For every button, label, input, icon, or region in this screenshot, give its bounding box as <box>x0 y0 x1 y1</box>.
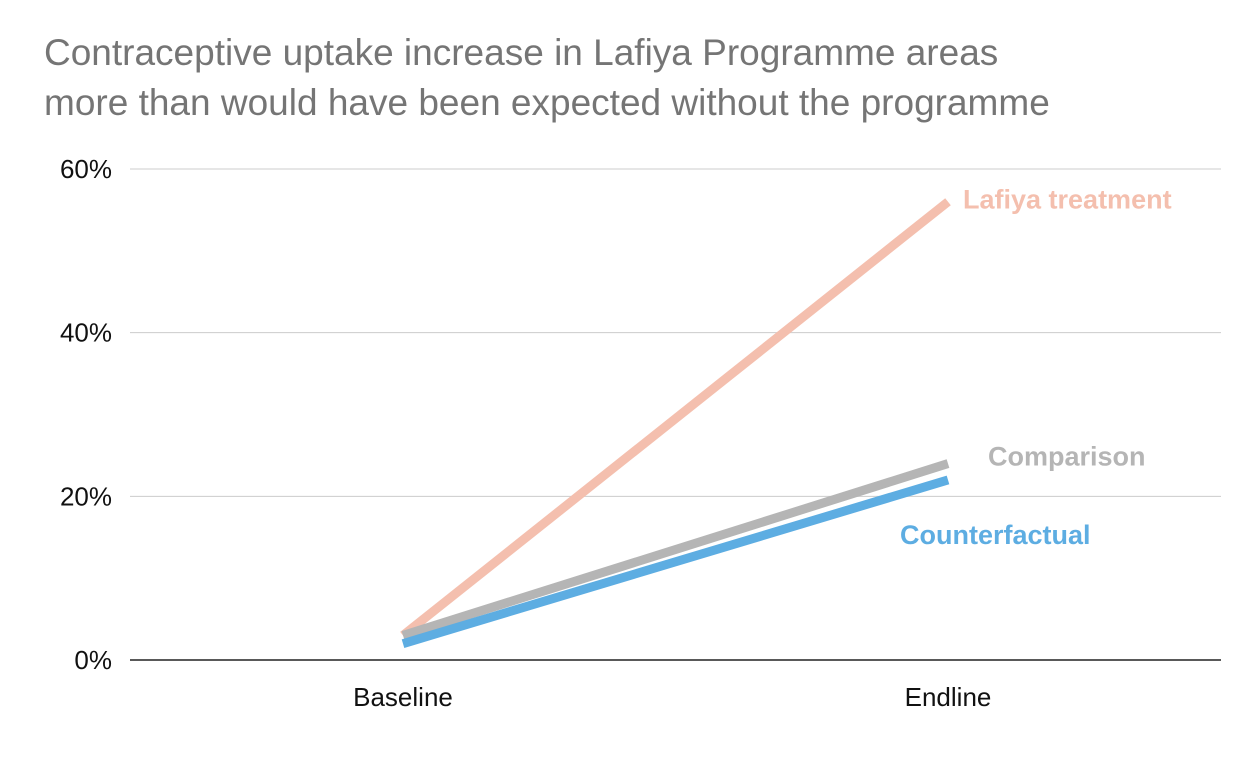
series-label-lafiya-treatment: Lafiya treatment <box>963 185 1172 215</box>
chart-title: Contraceptive uptake increase in Lafiya … <box>44 28 1224 128</box>
gridlines <box>130 168 1221 497</box>
y-axis-ticks: 0% 20% 40% 60% <box>60 154 112 675</box>
series-line-lafiya-treatment <box>400 198 951 639</box>
series-lines <box>400 198 951 648</box>
series-line-comparison <box>401 459 950 640</box>
series-label-counterfactual: Counterfactual <box>900 520 1091 550</box>
chart-title-line-1: Contraceptive uptake increase in Lafiya … <box>44 32 999 73</box>
series-line-counterfactual <box>401 475 950 648</box>
y-tick-label: 0% <box>74 645 112 675</box>
chart-title-line-2: more than would have been expected witho… <box>44 82 1050 123</box>
x-axis-ticks: Baseline Endline <box>353 682 991 712</box>
x-tick-label-endline: Endline <box>905 682 992 712</box>
series-labels: Lafiya treatment Comparison Counterfactual <box>900 185 1172 550</box>
series-label-comparison: Comparison <box>988 442 1146 472</box>
y-tick-label: 60% <box>60 154 112 184</box>
y-tick-label: 20% <box>60 481 112 511</box>
y-tick-label: 40% <box>60 318 112 348</box>
x-tick-label-baseline: Baseline <box>353 682 453 712</box>
